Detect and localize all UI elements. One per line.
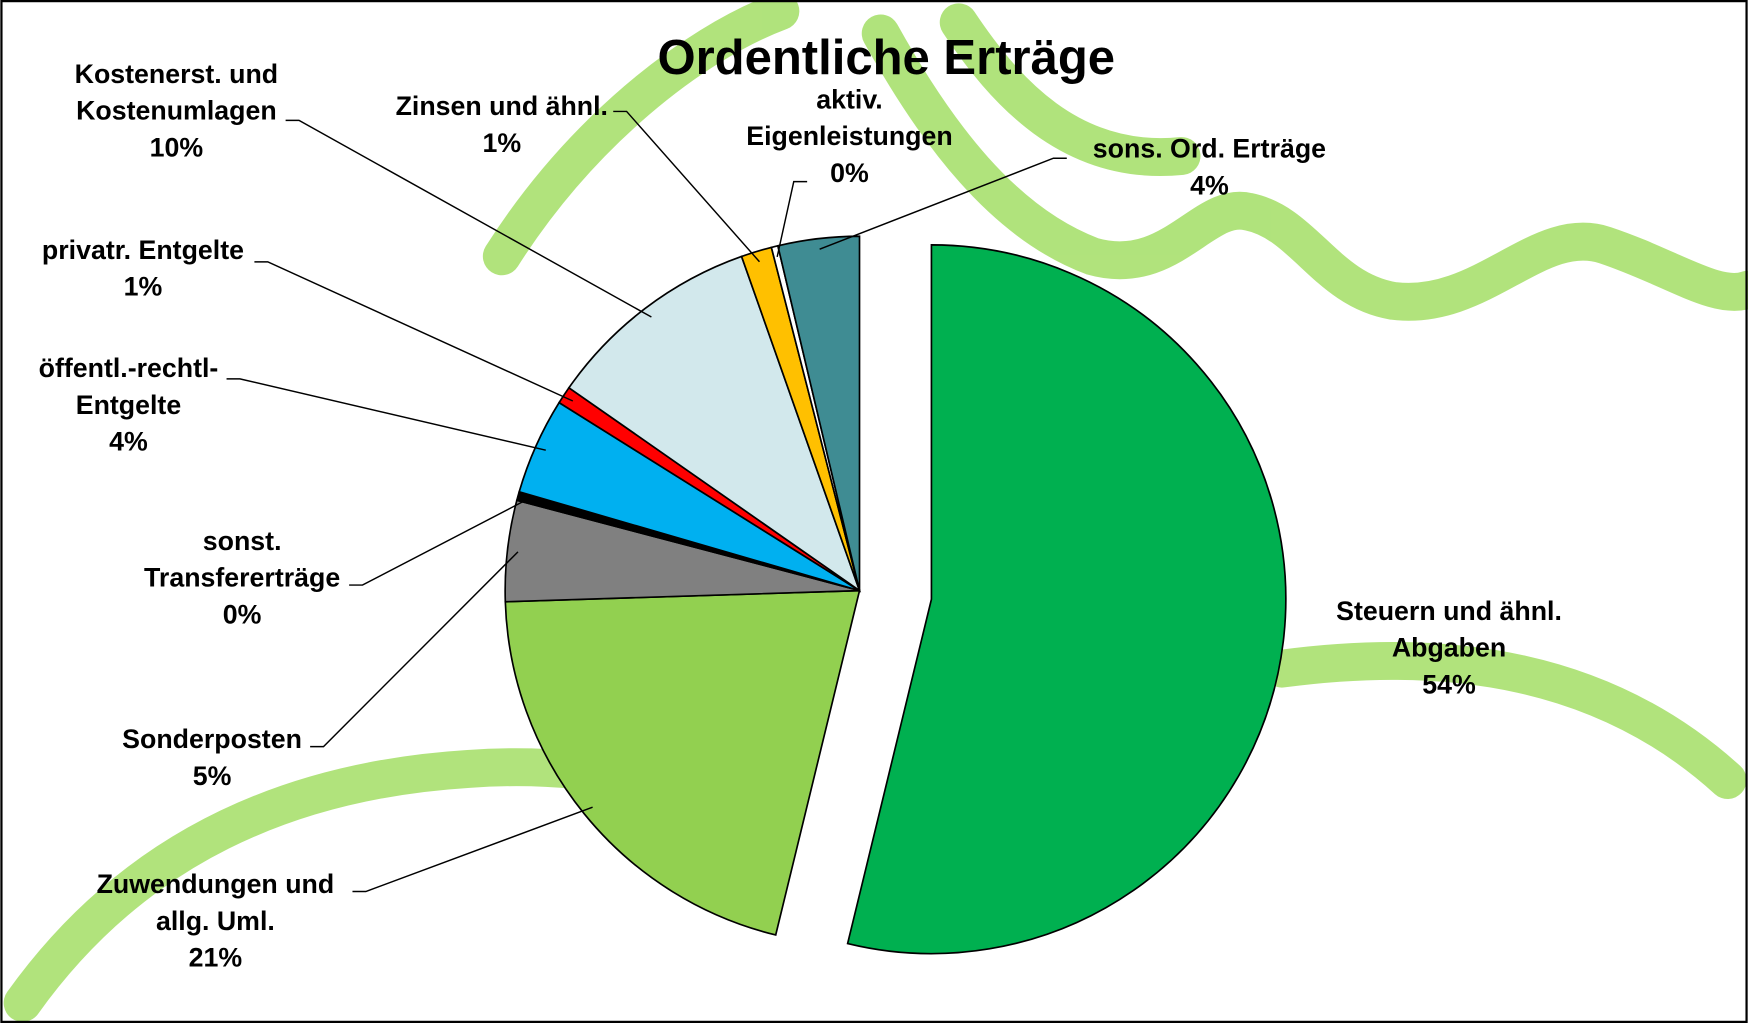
- slice-label: aktiv.: [816, 84, 882, 114]
- leader-line: [227, 379, 546, 450]
- chart-title: Ordentliche Erträge: [657, 31, 1115, 85]
- leader-line: [349, 499, 528, 585]
- slice-label: öffentl.-rechtl-: [39, 353, 219, 383]
- value-label: 0%: [223, 599, 262, 629]
- slice-label: Kostenerst. und: [75, 59, 279, 89]
- value-label: 0%: [830, 158, 869, 188]
- slice-label: Zinsen und ähnl.: [396, 91, 608, 121]
- slice-label: Transfererträge: [144, 563, 340, 593]
- slice-label: sonst.: [203, 526, 282, 556]
- slice-label: privatr. Entgelte: [42, 235, 244, 265]
- leader-line: [613, 111, 759, 261]
- leader-line: [254, 262, 572, 401]
- slice-label: Zuwendungen und: [97, 869, 335, 899]
- value-label: 5%: [193, 761, 232, 791]
- slice-label: Eigenleistungen: [746, 121, 952, 151]
- slice-label: Sonderposten: [122, 724, 302, 754]
- value-label: 1%: [124, 272, 163, 302]
- value-label: 1%: [482, 128, 521, 158]
- pie-slice: [505, 591, 859, 935]
- value-label: 10%: [150, 132, 204, 162]
- slice-label: Kostenumlagen: [76, 96, 277, 126]
- slice-label: sons. Ord. Erträge: [1093, 134, 1326, 164]
- value-label: 4%: [1190, 170, 1229, 200]
- slice-label: allg. Uml.: [156, 906, 275, 936]
- slice-label: Entgelte: [76, 390, 181, 420]
- value-label: 4%: [109, 427, 148, 457]
- chart: Ordentliche Erträge Steuern und ähnl. Abg…: [0, 0, 1748, 1023]
- leader-line: [310, 552, 518, 747]
- page: {"chart_data": {"type": "pie", "title": …: [0, 0, 1748, 1023]
- value-label: 54%: [1422, 670, 1476, 700]
- value-label: 21%: [189, 943, 243, 973]
- pie-slice: [848, 245, 1286, 954]
- slice-label: Steuern und ähnl.: [1336, 596, 1562, 626]
- leader-line: [352, 807, 592, 891]
- slice-label: Abgaben: [1392, 633, 1506, 663]
